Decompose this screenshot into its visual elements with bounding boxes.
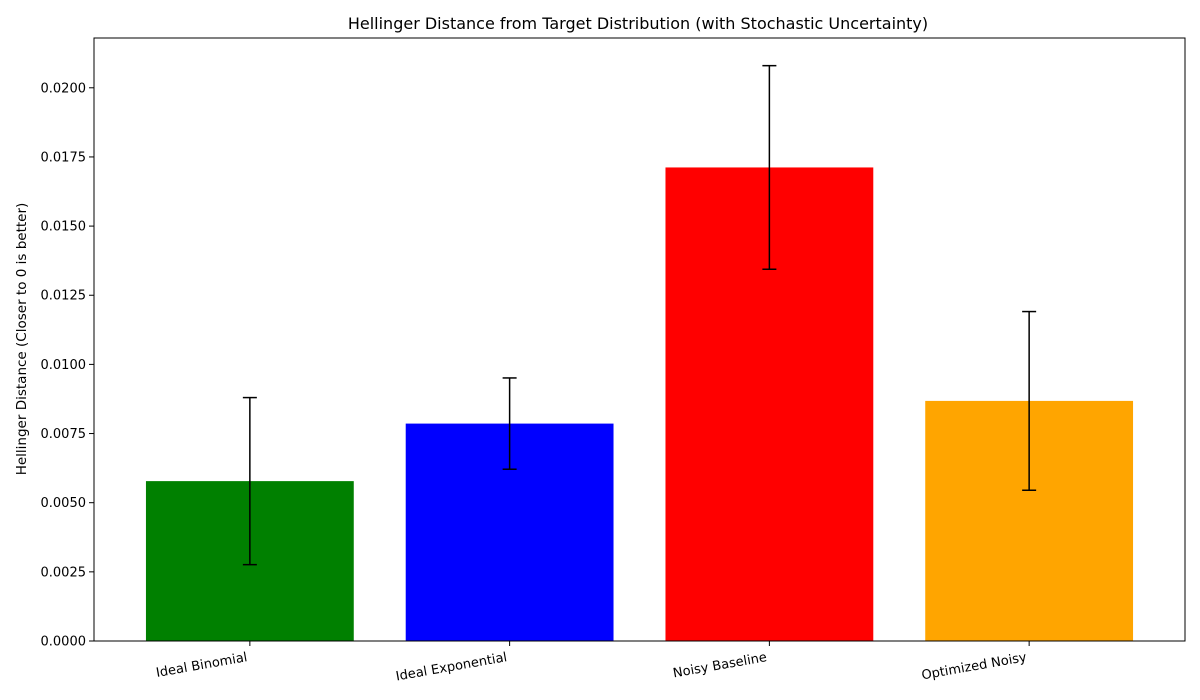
chart-title: Hellinger Distance from Target Distribut… xyxy=(348,14,928,33)
x-tick-label-2: Noisy Baseline xyxy=(672,650,768,681)
y-tick-label-8: 0.0200 xyxy=(41,81,87,96)
plot-frame xyxy=(93,37,1186,642)
x-tick-label-0: Ideal Binomial xyxy=(155,650,249,681)
y-tick-label-7: 0.0175 xyxy=(41,150,87,165)
y-tick-label-1: 0.0025 xyxy=(41,565,87,580)
y-tick-label-5: 0.0125 xyxy=(41,289,87,304)
y-axis-label: Hellinger Distance (Closer to 0 is bette… xyxy=(14,203,30,476)
y-tick-label-3: 0.0075 xyxy=(41,427,87,442)
y-tick-label-0: 0.0000 xyxy=(41,635,87,650)
y-tick-label-2: 0.0050 xyxy=(41,496,87,511)
y-tick-label-6: 0.0150 xyxy=(41,220,87,235)
x-tick-label-3: Optimized Noisy xyxy=(920,650,1028,683)
y-tick-label-4: 0.0100 xyxy=(41,358,87,373)
x-tick-label-1: Ideal Exponential xyxy=(395,650,509,684)
